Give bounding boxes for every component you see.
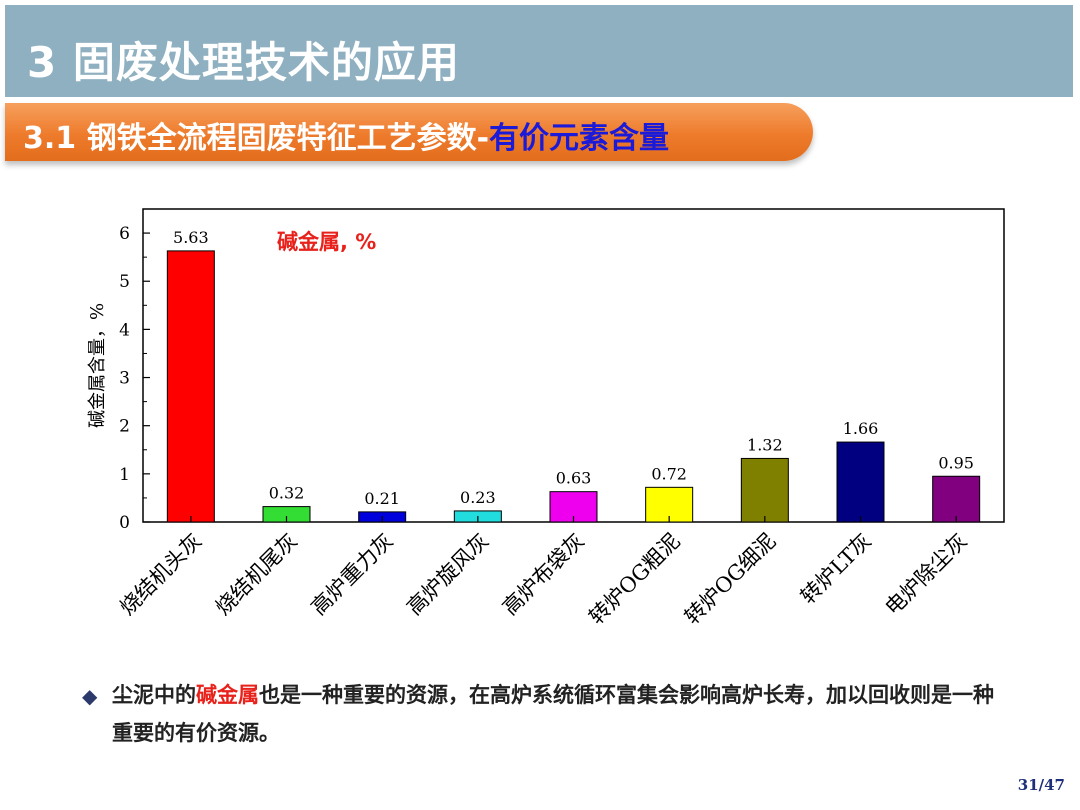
section-title-accent: 有价元素含量 [489,121,670,156]
note-text-pre: 尘泥中的 [112,683,196,707]
note-text-highlight: 碱金属 [196,683,259,707]
x-tick-label: 转炉LT灰 [796,529,876,609]
bar-value-label: 1.32 [747,435,783,454]
y-axis-label: 碱金属含量，% [87,303,108,428]
bar [836,441,885,523]
y-tick-label: 4 [119,320,130,340]
x-tick-label: 烧结机尾灰 [211,529,302,620]
bar-value-label: 0.23 [460,488,496,507]
y-tick-label: 5 [119,272,130,292]
y-tick-label: 6 [119,224,130,244]
bar-value-label: 0.32 [269,484,305,503]
x-tick-label: 高炉布袋灰 [498,529,589,620]
x-tick-label: 电炉除尘灰 [880,529,971,620]
slide-title: 3 固废处理技术的应用 [27,38,460,87]
bar-value-label: 0.72 [651,464,687,483]
bar-value-label: 1.66 [843,419,879,438]
diamond-bullet-icon: ◆ [82,684,98,708]
bar [166,250,215,523]
chart-title: 碱金属, % [277,230,376,254]
y-tick-label: 2 [119,417,130,437]
bar-value-label: 5.63 [173,228,209,247]
section-title: 3.1 钢铁全流程固废特征工艺参数-有价元素含量 [23,113,669,157]
bar-value-label: 0.21 [364,489,400,508]
title-band: 3 固废处理技术的应用 [5,5,1073,97]
y-tick-label: 3 [119,369,130,389]
x-tick-label: 转炉OG粗泥 [584,529,684,629]
section-title-main: 3.1 钢铁全流程固废特征工艺参数- [23,121,490,156]
bar [932,475,981,523]
x-tick-label: 高炉重力灰 [306,529,397,620]
note-text-post: 也是一种重要的资源，在高炉系统循环富集会影响高炉长寿，加以回收则是一种重要的有价… [112,683,994,745]
section-banner: 3.1 钢铁全流程固废特征工艺参数-有价元素含量 [5,103,813,161]
y-tick-label: 1 [119,465,130,485]
y-tick-label: 0 [119,513,130,533]
x-tick-label: 烧结机头灰 [115,529,206,620]
alkali-metal-bar-chart: 0 1 2 3 4 5 6 碱金属含量，% 碱金属, % 5.63 烧结机头灰 0.32 烧结机尾灰 0.… [87,208,1005,629]
note-text: 尘泥中的碱金属也是一种重要的资源，在高炉系统循环富集会影响高炉长寿，加以回收则是… [112,676,1012,752]
bar-value-label: 0.95 [938,453,974,472]
page-number: 31/47 [1017,776,1065,794]
x-tick-label: 转炉OG细泥 [680,529,780,629]
x-tick-label: 高炉旋风灰 [402,529,493,620]
bar [740,457,789,523]
bar-value-label: 0.63 [556,469,592,488]
